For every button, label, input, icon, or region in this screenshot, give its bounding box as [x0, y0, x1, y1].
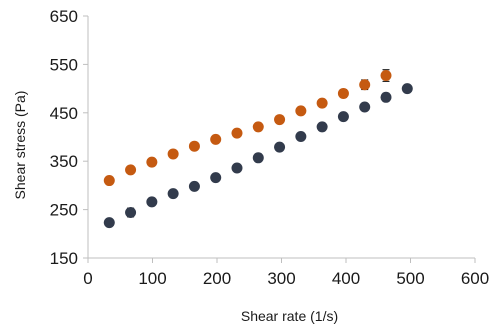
data-point: [103, 217, 115, 229]
x-tick-label: 100: [138, 269, 166, 288]
data-point: [295, 131, 307, 143]
data-point: [125, 164, 137, 176]
data-point: [188, 140, 200, 152]
data-point: [125, 207, 137, 219]
series-1: [103, 69, 392, 187]
data-point: [231, 162, 243, 174]
data-point: [167, 148, 179, 160]
data-point: [274, 141, 286, 153]
data-point: [146, 156, 158, 168]
x-tick-label: 600: [461, 269, 489, 288]
data-point: [316, 97, 328, 109]
data-point: [252, 152, 264, 164]
y-tick-label: 650: [50, 7, 78, 26]
tick-labels: 150 250 350 450 550 650 0 100 200 300 400 500 600: [50, 7, 490, 288]
x-tick-label: 0: [83, 269, 92, 288]
y-axis-label: Shear stress (Pa): [12, 91, 28, 200]
data-point: [316, 121, 328, 133]
x-tick-label: 500: [396, 269, 424, 288]
x-tick-label: 400: [332, 269, 360, 288]
y-tick-label: 350: [50, 152, 78, 171]
y-tick-label: 450: [50, 104, 78, 123]
data-point: [274, 114, 286, 126]
data-point: [359, 101, 371, 113]
data-point: [359, 79, 371, 91]
data-point: [401, 83, 413, 95]
data-point: [380, 70, 392, 82]
data-series: [103, 69, 413, 229]
data-point: [210, 172, 222, 184]
data-point: [167, 188, 179, 200]
x-tick-label: 300: [267, 269, 295, 288]
series-2: [103, 83, 413, 229]
data-point: [380, 91, 392, 103]
data-point: [146, 196, 158, 208]
data-point: [295, 105, 307, 117]
axes: [83, 15, 476, 263]
y-tick-label: 150: [50, 249, 78, 268]
y-tick-label: 550: [50, 55, 78, 74]
data-point: [231, 127, 243, 139]
data-point: [188, 180, 200, 192]
data-point: [337, 87, 349, 99]
data-point: [103, 175, 115, 187]
x-tick-label: 200: [203, 269, 231, 288]
data-point: [337, 111, 349, 123]
y-tick-label: 250: [50, 201, 78, 220]
data-point: [210, 133, 222, 145]
x-axis-label: Shear rate (1/s): [241, 308, 338, 324]
data-point: [252, 121, 264, 133]
